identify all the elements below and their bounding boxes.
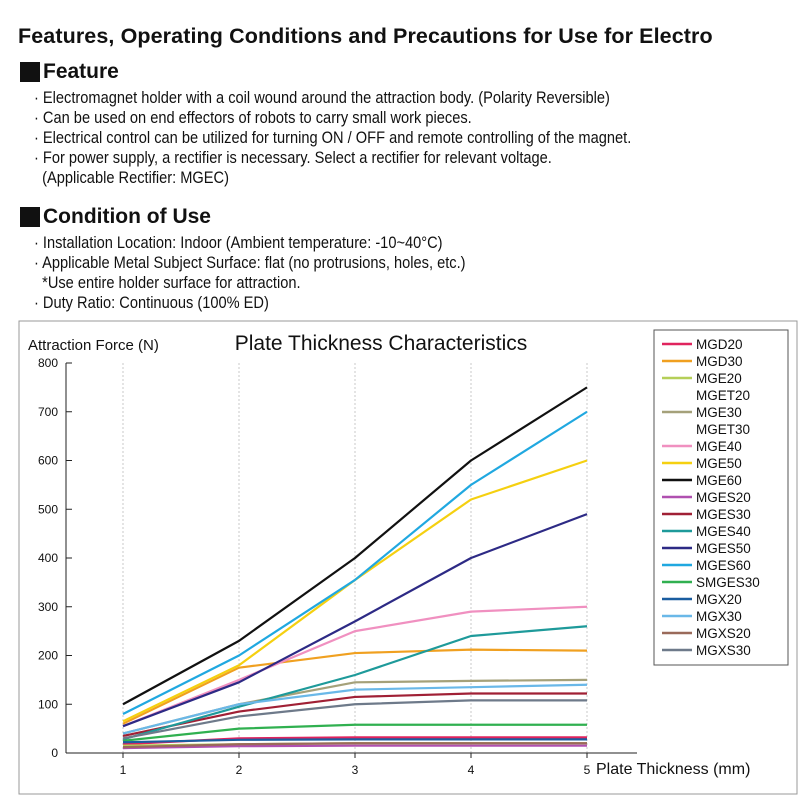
- legend-label: MGES50: [696, 541, 751, 556]
- page-title: Features, Operating Conditions and Preca…: [18, 24, 713, 48]
- legend-label: MGE50: [696, 456, 742, 471]
- legend-label: MGE40: [696, 439, 742, 454]
- legend: MGD20 MGD30 MGE20 MGET20 MGE30 MGET30 MGE40 MGE…: [653, 329, 789, 666]
- y-tick-label: 800: [38, 356, 58, 370]
- legend-label: MGE30: [696, 405, 742, 420]
- series-line: [122, 513, 588, 728]
- series-line: [122, 738, 587, 744]
- series-line: [122, 386, 588, 706]
- legend-label: MGX30: [696, 609, 742, 624]
- legend-label: MGES30: [696, 507, 751, 522]
- y-axis-label: Attraction Force (N): [28, 337, 159, 354]
- condition-heading: Condition of Use: [20, 205, 211, 229]
- legend-label: MGE60: [696, 473, 742, 488]
- legend-label: MGES20: [696, 490, 751, 505]
- legend-label: SMGES30: [696, 575, 760, 590]
- x-tick-label: 2: [236, 763, 243, 777]
- axis-layer: 0 100 200 300 400 500 600 700 800 1 2 3 4 5: [38, 356, 637, 777]
- legend-label: MGES40: [696, 524, 751, 539]
- legend-label: MGE20: [696, 371, 742, 386]
- series-line: [122, 648, 588, 725]
- series-layer: [122, 386, 588, 750]
- y-tick-label: 300: [38, 600, 58, 614]
- series-line: [122, 683, 588, 735]
- y-tick-label: 600: [38, 454, 58, 468]
- list-item: · Electromagnet holder with a coil wound…: [34, 88, 610, 107]
- list-item: (Applicable Rectifier: MGEC): [34, 168, 229, 187]
- series-line: [122, 410, 588, 715]
- condition-list: · Installation Location: Indoor (Ambient…: [34, 233, 466, 313]
- y-tick-label: 400: [38, 551, 58, 565]
- series-line: [122, 605, 588, 728]
- section-marker-icon: [20, 207, 40, 227]
- series-line: [122, 699, 587, 740]
- feature-heading-text: Feature: [43, 60, 119, 83]
- condition-heading-text: Condition of Use: [43, 205, 211, 228]
- legend-label: MGXS30: [696, 643, 751, 658]
- list-item: *Use entire holder surface for attractio…: [34, 273, 301, 292]
- legend-label: MGXS20: [696, 626, 751, 641]
- legend-label: MGD30: [696, 354, 743, 369]
- x-tick-label: 4: [468, 763, 475, 777]
- list-item: · Applicable Metal Subject Surface: flat…: [34, 253, 466, 272]
- list-item: · For power supply, a rectifier is neces…: [34, 148, 552, 167]
- x-tick-label: 3: [352, 763, 359, 777]
- y-tick-label: 700: [38, 405, 58, 419]
- list-item: · Duty Ratio: Continuous (100% ED): [34, 293, 269, 312]
- series-line: [122, 723, 587, 742]
- x-axis-label: Plate Thickness (mm): [596, 761, 750, 778]
- list-item: · Electrical control can be utilized for…: [34, 128, 632, 147]
- x-tick-label: 1: [120, 763, 127, 777]
- series-line: [122, 742, 587, 749]
- list-item: · Installation Location: Indoor (Ambient…: [34, 233, 443, 252]
- section-marker-icon: [20, 62, 40, 82]
- list-item: · Can be used on end effectors of robots…: [34, 108, 472, 127]
- legend-label: MGES60: [696, 558, 751, 573]
- series-line: [122, 744, 587, 750]
- series-line: [122, 692, 587, 738]
- chart-title: Plate Thickness Characteristics: [235, 332, 528, 355]
- legend-label: MGD20: [696, 337, 743, 352]
- feature-list: · Electromagnet holder with a coil wound…: [34, 88, 631, 188]
- legend-label: MGET30: [696, 422, 750, 437]
- feature-heading: Feature: [20, 60, 119, 84]
- x-tick-label: 5: [584, 763, 591, 777]
- legend-label: MGX20: [696, 592, 742, 607]
- plate-thickness-chart: Plate Thickness Characteristics Attracti…: [18, 320, 798, 795]
- y-tick-label: 500: [38, 502, 58, 516]
- series-line: [122, 625, 588, 741]
- legend-label: MGET20: [696, 388, 750, 403]
- y-tick-label: 200: [38, 649, 58, 663]
- chart-svg: Plate Thickness Characteristics Attracti…: [18, 320, 798, 795]
- y-tick-label: 100: [38, 697, 58, 711]
- y-tick-label: 0: [51, 746, 58, 760]
